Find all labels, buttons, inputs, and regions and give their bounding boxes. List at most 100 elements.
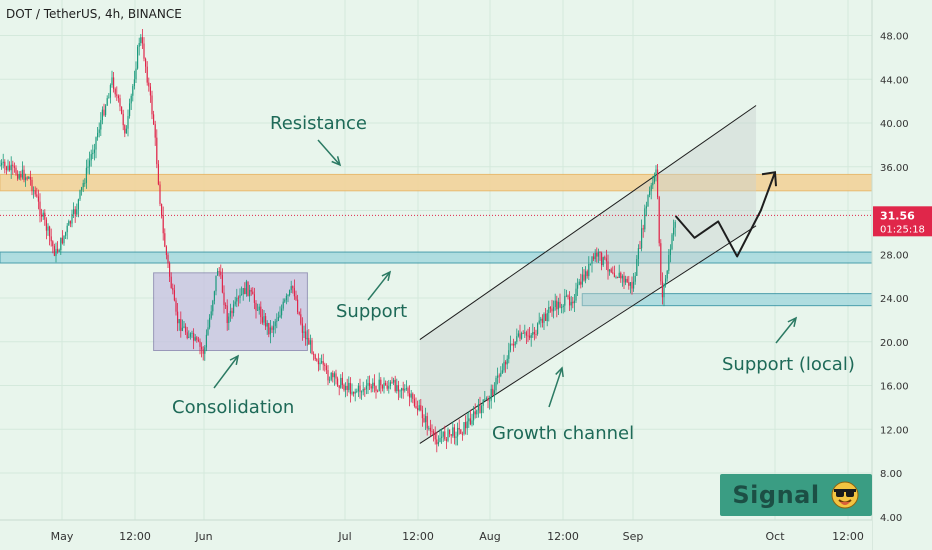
candle-body — [229, 310, 231, 317]
candle-body — [146, 66, 148, 83]
candle-body — [613, 273, 615, 278]
candle-body — [65, 232, 67, 236]
candle-body — [559, 301, 561, 308]
candle-body — [605, 258, 607, 262]
candle-body — [477, 404, 479, 411]
candle-body — [658, 197, 660, 244]
candle-body — [71, 213, 73, 224]
candle-body — [407, 388, 409, 394]
candle-body — [37, 196, 39, 202]
candle-body — [33, 190, 35, 192]
candle-body — [641, 228, 643, 249]
candle-body — [314, 354, 316, 360]
candle-body — [354, 391, 356, 394]
candle-body — [186, 332, 188, 339]
candle-body — [540, 318, 542, 321]
candle-body — [265, 316, 267, 327]
candle-body — [364, 388, 366, 390]
candle-body — [305, 331, 307, 340]
candle-body — [508, 350, 510, 359]
candle-body — [375, 385, 377, 392]
candle-body — [377, 391, 379, 392]
candle-body — [53, 246, 55, 256]
candle-body — [293, 288, 295, 297]
candle-body — [4, 161, 6, 167]
candle-body — [185, 326, 187, 333]
candle-body — [173, 290, 175, 301]
candle-body — [89, 160, 91, 167]
candle-body — [181, 327, 183, 331]
candle-body — [426, 416, 428, 429]
candle-body — [111, 77, 113, 86]
candle-body — [217, 270, 219, 276]
candle-body — [444, 431, 446, 440]
candle-body — [418, 405, 420, 411]
candle-body — [345, 385, 347, 390]
candle-body — [391, 382, 393, 384]
candle-body — [57, 248, 59, 252]
candle-body — [409, 393, 411, 398]
projection-path — [674, 171, 776, 258]
candle-body — [415, 405, 417, 409]
candle-body — [385, 382, 387, 386]
candle-body — [437, 442, 439, 445]
candle-body — [381, 385, 383, 389]
candle-body — [300, 314, 302, 324]
candle-body — [356, 391, 358, 393]
candle-body — [233, 304, 235, 314]
candle-body — [394, 379, 396, 392]
candle-body — [388, 386, 390, 389]
candle-body — [634, 275, 636, 282]
candle-body — [665, 278, 667, 285]
candle-body — [47, 226, 49, 231]
candle-body — [87, 166, 89, 168]
candle-body — [252, 291, 254, 295]
candle-body — [10, 164, 12, 171]
signal-badge[interactable]: Signal — [720, 474, 872, 516]
candle-body — [180, 319, 182, 331]
candle-body — [420, 405, 422, 411]
arrow-shaft — [213, 355, 239, 389]
candle-body — [241, 294, 243, 295]
signal-label: Signal — [732, 481, 820, 509]
candle-body — [369, 382, 371, 387]
arrow-head — [381, 270, 392, 281]
candle-body — [565, 295, 567, 297]
time-tick-label: Aug — [479, 530, 500, 543]
candle-body — [657, 169, 659, 198]
candle-body — [525, 332, 527, 336]
candle-body — [591, 256, 593, 264]
candle-body — [386, 385, 388, 389]
candle-body — [106, 98, 108, 106]
candle-body — [524, 332, 526, 334]
candle-body — [301, 323, 303, 333]
candle-body — [221, 275, 223, 293]
candle-body — [537, 323, 539, 335]
candle-body — [36, 194, 38, 197]
candle-body — [61, 237, 63, 244]
candle-body — [271, 327, 273, 330]
price-tick-label: 16.00 — [880, 382, 909, 393]
candle-body — [612, 272, 614, 274]
candle-body — [578, 281, 580, 285]
candle-body — [39, 201, 41, 215]
candle-body — [370, 386, 372, 389]
candle-body — [338, 385, 340, 388]
candle-body — [284, 299, 286, 302]
candle-body — [199, 341, 201, 347]
candle-body — [159, 184, 161, 204]
candle-body — [500, 372, 502, 377]
candle-body — [132, 86, 134, 96]
candle-body — [642, 228, 644, 230]
candle-body — [519, 333, 521, 339]
candle-body — [151, 95, 153, 115]
candle-body — [145, 58, 147, 67]
candle-body — [274, 321, 276, 327]
candle-body — [98, 129, 100, 133]
candle-body — [287, 295, 289, 296]
candle-body — [346, 385, 348, 390]
candle-body — [209, 317, 211, 328]
candle-body — [100, 120, 102, 130]
